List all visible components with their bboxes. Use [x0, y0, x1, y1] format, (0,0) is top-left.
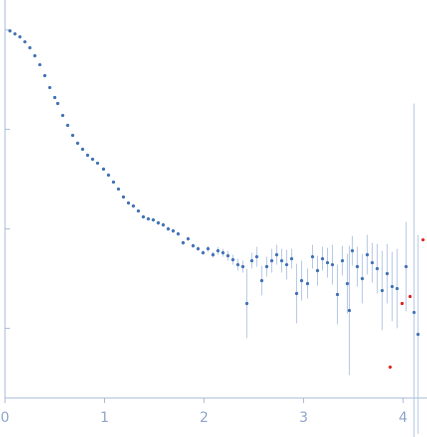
x-tick-label: 0	[1, 410, 10, 426]
data-point	[76, 141, 80, 145]
data-point	[43, 74, 47, 78]
data-point	[412, 310, 416, 315]
data-point	[186, 237, 190, 241]
data-point	[56, 101, 60, 106]
data-point	[260, 278, 264, 283]
data-point	[211, 253, 215, 257]
data-point	[18, 35, 22, 39]
data-point	[388, 365, 392, 369]
data-point	[121, 195, 126, 199]
data-point	[408, 294, 412, 299]
data-point	[206, 247, 210, 251]
data-point	[146, 217, 150, 221]
data-point	[395, 286, 399, 291]
data-point	[131, 204, 135, 208]
data-point	[53, 95, 57, 100]
data-point	[216, 249, 220, 253]
data-point	[380, 288, 384, 293]
data-point	[111, 180, 116, 184]
x-tick-label: 4	[399, 410, 408, 426]
data-point	[325, 261, 330, 265]
data-point	[106, 173, 111, 177]
data-point	[355, 265, 359, 269]
data-point	[236, 263, 240, 267]
data-point	[285, 263, 289, 267]
data-point	[13, 32, 17, 36]
data-point	[141, 215, 145, 219]
data-point	[280, 259, 284, 263]
data-point	[176, 232, 180, 236]
data-point	[171, 229, 175, 233]
data-point	[404, 265, 408, 269]
data-point	[241, 265, 245, 269]
data-point	[295, 291, 299, 296]
data-point	[270, 259, 274, 263]
data-point	[347, 308, 351, 313]
data-point	[28, 46, 32, 50]
data-point	[245, 301, 249, 306]
data-point	[375, 267, 379, 271]
data-point	[400, 301, 404, 306]
data-point	[370, 261, 374, 265]
data-point	[416, 332, 420, 336]
data-point	[151, 218, 155, 222]
data-point	[201, 251, 205, 255]
data-point	[350, 249, 354, 253]
data-point	[86, 153, 90, 157]
data-point	[305, 281, 310, 286]
data-point	[345, 281, 349, 286]
data-point	[38, 63, 42, 67]
data-point	[340, 259, 344, 263]
data-point	[81, 147, 85, 151]
data-point	[90, 157, 95, 161]
data-point	[48, 85, 52, 90]
data-point	[61, 113, 65, 118]
data-point	[330, 263, 335, 267]
data-point	[181, 241, 185, 245]
data-point	[226, 254, 230, 258]
data-point	[265, 265, 269, 269]
data-point	[166, 227, 170, 231]
data-point	[385, 272, 389, 276]
data-point	[71, 133, 75, 137]
x-tick-label: 1	[100, 410, 109, 426]
data-point	[360, 277, 364, 281]
data-point	[310, 255, 315, 259]
data-point	[365, 253, 369, 257]
data-point	[335, 292, 340, 297]
x-tick-label: 2	[200, 410, 209, 426]
data-point	[250, 259, 254, 263]
data-point	[101, 167, 106, 171]
data-point	[95, 161, 100, 165]
data-point	[421, 238, 425, 242]
data-point	[66, 123, 70, 127]
data-point	[231, 258, 235, 262]
data-point	[275, 253, 279, 257]
data-point	[221, 251, 225, 255]
data-point	[255, 255, 259, 259]
data-point	[23, 40, 27, 44]
x-tick-label: 3	[299, 410, 308, 426]
data-point	[33, 54, 37, 58]
data-point	[290, 257, 294, 261]
data-point	[126, 201, 131, 205]
data-point	[320, 257, 325, 261]
data-point	[8, 29, 12, 33]
data-point	[390, 284, 394, 289]
data-point	[116, 187, 121, 191]
data-point	[315, 269, 320, 273]
data-point	[156, 221, 160, 225]
data-point	[191, 244, 195, 248]
data-point	[196, 247, 200, 251]
data-point	[136, 209, 140, 213]
data-point	[299, 278, 304, 283]
data-point	[161, 223, 165, 227]
